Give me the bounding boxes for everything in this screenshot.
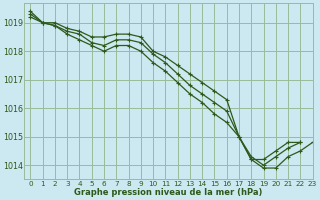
X-axis label: Graphe pression niveau de la mer (hPa): Graphe pression niveau de la mer (hPa): [74, 188, 263, 197]
